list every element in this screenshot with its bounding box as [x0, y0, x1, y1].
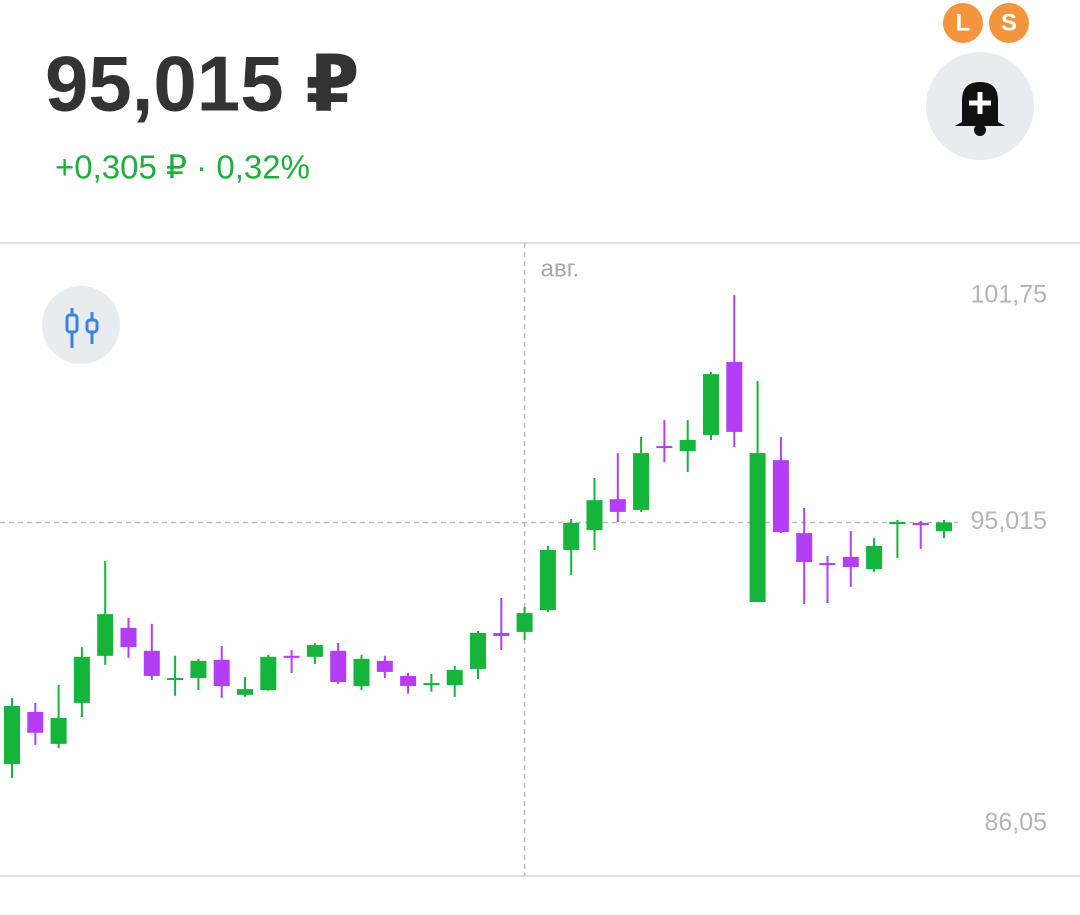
y-tick-label: 101,75	[971, 281, 1047, 309]
candle-body	[97, 614, 114, 656]
candle-body	[889, 522, 906, 525]
candle-body	[703, 374, 719, 435]
candle-body	[190, 660, 207, 678]
price-change: +0,305 ₽ · 0,32%	[55, 149, 310, 186]
period-label: авг.	[541, 255, 580, 282]
candle-body	[446, 669, 463, 686]
candle-body	[563, 523, 580, 550]
candle-body	[213, 659, 230, 687]
candle-body	[423, 683, 440, 686]
badge-label: L	[956, 9, 971, 36]
candle-body	[330, 650, 347, 683]
candle-body	[586, 500, 603, 531]
candle-body	[73, 656, 90, 703]
candle-body	[726, 362, 743, 432]
candle-body	[400, 675, 417, 687]
candle-body	[749, 453, 766, 603]
candle-body	[4, 705, 20, 765]
candle-body	[143, 650, 160, 676]
candle-body	[516, 613, 533, 632]
candle-body	[609, 499, 626, 512]
candle-body	[470, 632, 486, 669]
y-tick-label: 95,015	[971, 507, 1047, 535]
y-tick-label: 86,05	[984, 809, 1047, 837]
candle-body	[493, 632, 510, 636]
candle-body	[376, 660, 393, 672]
candle-body	[772, 460, 789, 533]
candle-body	[50, 718, 67, 744]
candle-body	[679, 439, 696, 452]
badge-label: S	[1001, 9, 1017, 36]
candle-body	[260, 656, 277, 691]
candle-body	[167, 677, 184, 681]
alert-button[interactable]	[926, 52, 1034, 160]
chart-type-button[interactable]	[42, 286, 120, 364]
candle-body	[819, 563, 836, 566]
candle-body	[912, 523, 929, 526]
price: 95,015 ₽	[45, 40, 360, 128]
badge[interactable]	[943, 3, 983, 43]
candle-body	[539, 549, 556, 611]
candle-body	[796, 533, 813, 563]
candle-body	[656, 446, 673, 449]
candle-body	[353, 658, 370, 687]
badge[interactable]	[989, 3, 1029, 43]
candle-body	[120, 627, 137, 648]
candle-body	[283, 655, 300, 658]
candle-body	[237, 689, 253, 695]
candle-body	[936, 522, 952, 532]
candle-body	[306, 645, 323, 657]
candle-body	[27, 711, 44, 733]
candle-body	[633, 453, 650, 510]
candle-body	[866, 545, 883, 570]
candle-body	[842, 556, 859, 568]
